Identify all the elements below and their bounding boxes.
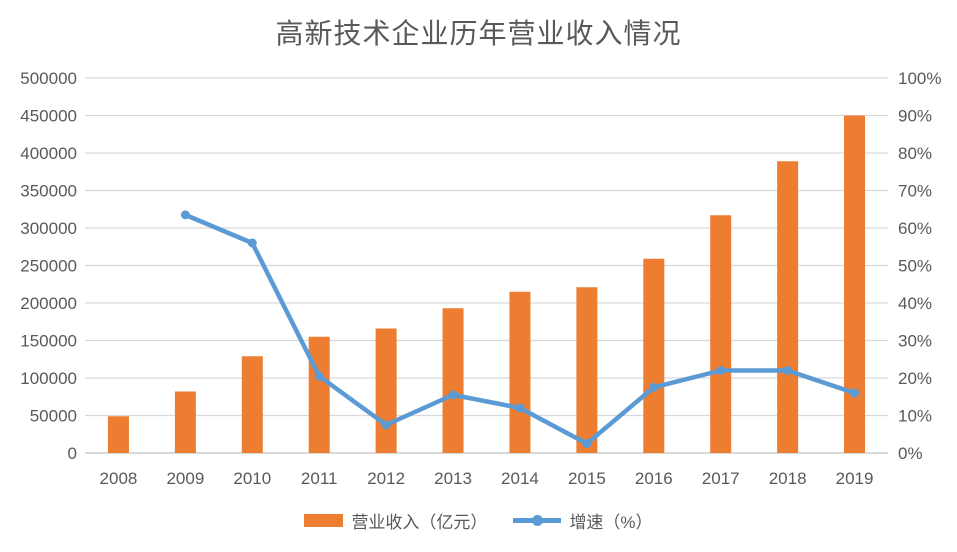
- revenue-bar-2016: [643, 258, 665, 453]
- x-axis-tick: 2010: [233, 469, 271, 488]
- x-axis-tick: 2012: [367, 469, 405, 488]
- left-axis-tick: 200000: [20, 294, 77, 313]
- right-axis-tick: 0%: [898, 444, 923, 463]
- revenue-bar-2014: [509, 291, 531, 453]
- left-axis-tick: 0: [68, 444, 77, 463]
- right-axis-tick: 20%: [898, 369, 932, 388]
- legend-item-revenue: 营业收入（亿元）: [304, 508, 487, 533]
- growth-line-marker-2018: [783, 366, 793, 375]
- left-axis-tick: 500000: [20, 69, 77, 88]
- growth-line-marker-2009: [180, 210, 190, 220]
- right-axis-tick: 60%: [898, 219, 932, 238]
- left-axis-tick: 100000: [20, 369, 77, 388]
- x-axis-tick: 2011: [301, 469, 338, 488]
- revenue-bar-2012: [375, 328, 397, 453]
- right-axis-tick: 40%: [898, 294, 932, 313]
- x-axis-tick-labels: 2008 2009 2010 2011 2012 2013 2014 2015 2016 2017…: [100, 469, 874, 488]
- left-axis-tick: 450000: [20, 107, 77, 126]
- revenue-bar-2018: [777, 161, 799, 453]
- x-axis-tick: 2015: [568, 469, 606, 488]
- growth-line-marker-2011: [314, 371, 324, 381]
- revenue-bar-2009: [174, 391, 196, 453]
- x-axis-tick: 2017: [702, 469, 740, 488]
- gridlines: [85, 77, 888, 454]
- right-axis-tick: 90%: [898, 107, 932, 126]
- left-axis-tick: 250000: [20, 257, 77, 276]
- growth-line-marker-2016: [649, 382, 659, 392]
- line-series-swatch-icon: [513, 515, 562, 526]
- revenue-bar-2008: [107, 416, 129, 453]
- revenue-bar-2015: [576, 287, 598, 453]
- legend-label-revenue: 营业收入（亿元）: [351, 513, 488, 532]
- growth-line-marker-2012: [381, 420, 391, 430]
- right-axis-tick: 80%: [898, 144, 932, 163]
- left-axis-tick: 300000: [20, 219, 77, 238]
- x-axis-tick: 2013: [434, 469, 472, 488]
- left-axis-tick: 350000: [20, 182, 77, 201]
- left-axis-tick-labels: 0 50000 100000 150000 200000 250000 300000 3500…: [20, 69, 77, 463]
- x-axis-tick: 2019: [836, 469, 874, 488]
- x-axis-tick: 2008: [100, 469, 138, 488]
- right-axis-tick: 100%: [898, 69, 941, 88]
- right-axis-tick: 50%: [898, 257, 932, 276]
- right-axis-tick: 70%: [898, 182, 932, 201]
- growth-line-marker-2019: [850, 388, 860, 398]
- right-axis-tick: 10%: [898, 407, 932, 426]
- left-axis-tick: 150000: [20, 332, 77, 351]
- growth-line-marker-2015: [582, 439, 592, 449]
- revenue-bar-2017: [710, 215, 732, 453]
- growth-line-marker-2014: [515, 403, 525, 413]
- legend-item-growth: 增速（%）: [513, 508, 653, 533]
- x-axis-tick: 2009: [166, 469, 204, 488]
- revenue-bar-2010: [241, 356, 263, 453]
- revenue-bar-2019: [844, 115, 866, 453]
- x-axis-tick: 2014: [501, 469, 539, 488]
- left-axis-tick: 400000: [20, 144, 77, 163]
- legend-label-growth: 增速（%）: [569, 513, 653, 532]
- growth-line-marker-2017: [716, 366, 726, 375]
- right-axis-tick-labels: 0% 10% 20% 30% 40% 50% 60% 70% 80% 90% 100%: [898, 69, 941, 463]
- bar-series-swatch-icon: [304, 514, 344, 527]
- right-axis-tick: 30%: [898, 332, 932, 351]
- growth-line-marker-2013: [448, 390, 458, 400]
- line-marker-dot-icon: [532, 515, 544, 526]
- x-axis-tick: 2016: [635, 469, 673, 488]
- x-axis-tick: 2018: [769, 469, 807, 488]
- left-axis-tick: 50000: [30, 407, 77, 426]
- revenue-bar-2013: [442, 308, 464, 453]
- growth-line-marker-2010: [247, 238, 257, 248]
- chart-legend: 营业收入（亿元） 增速（%）: [0, 508, 957, 533]
- growth-line: [180, 210, 860, 449]
- revenue-bar-2011: [308, 336, 330, 453]
